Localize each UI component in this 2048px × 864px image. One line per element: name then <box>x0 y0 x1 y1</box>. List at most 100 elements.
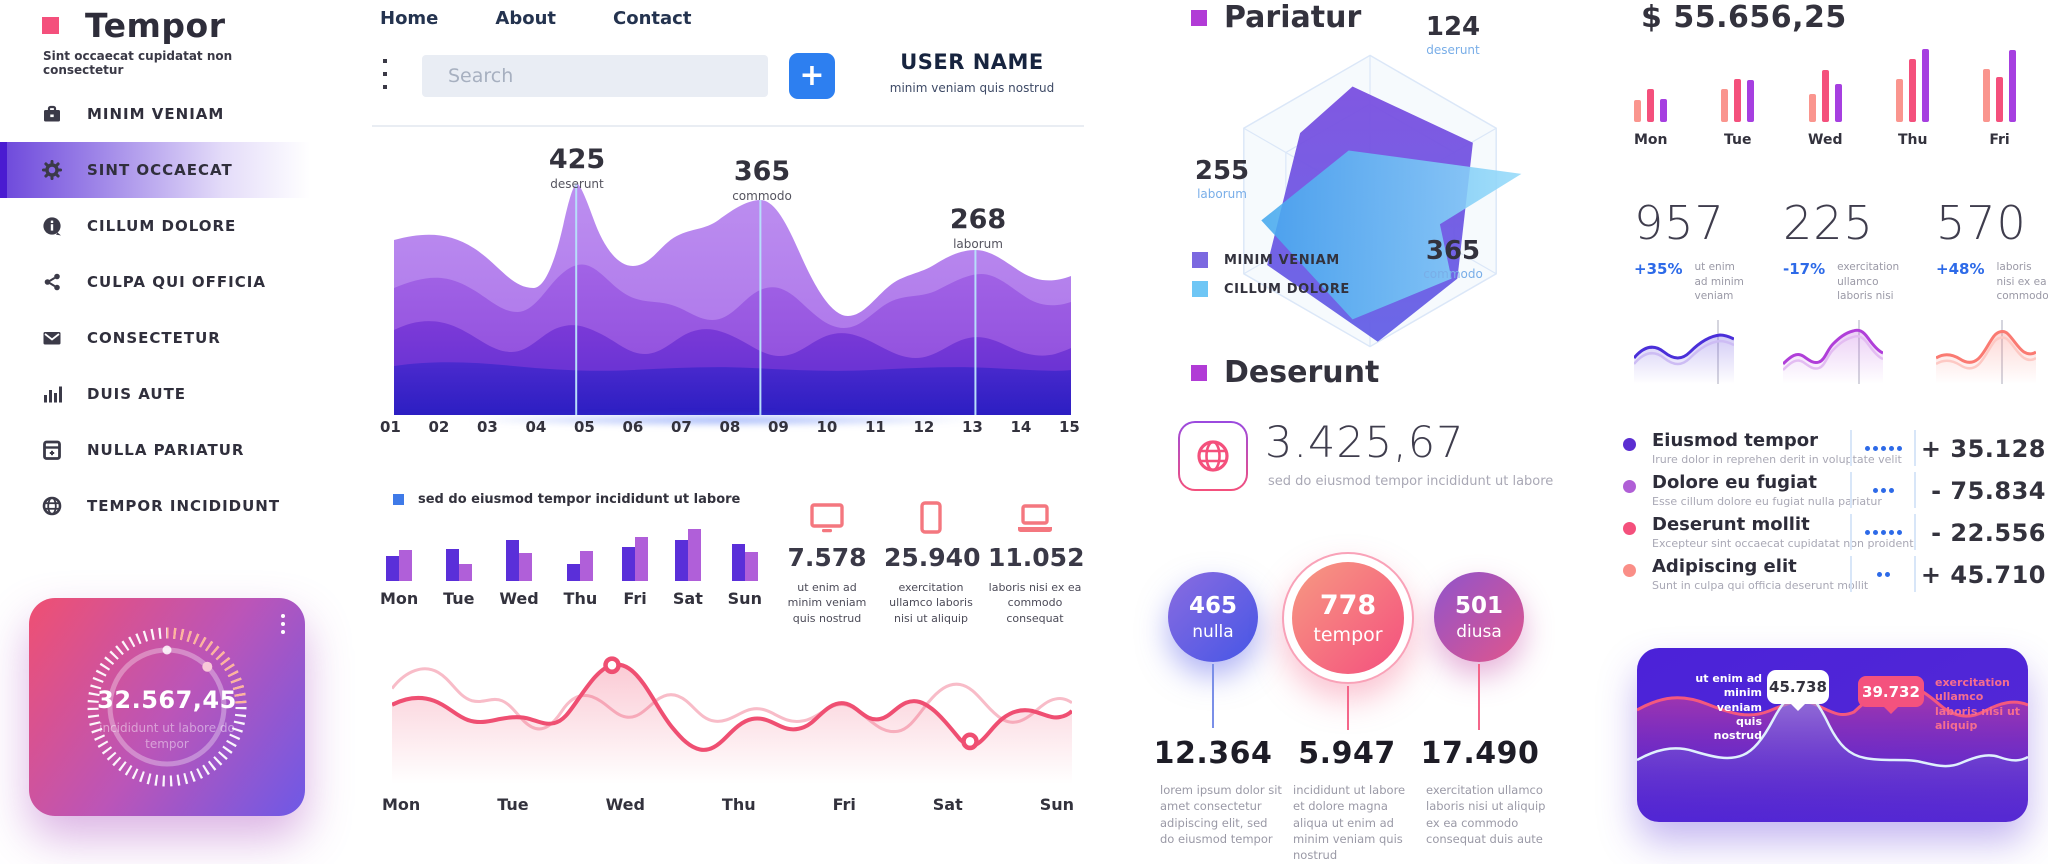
x-tick: 11 <box>865 418 886 436</box>
trend-delta: +35% <box>1634 260 1683 278</box>
bar-day-label: Tue <box>1724 132 1752 148</box>
main-panel: Home About Contact + USER NAME minim ven… <box>372 0 1084 852</box>
line-day-label: Sun <box>1039 795 1074 814</box>
radar-chart <box>1205 36 1535 366</box>
radar-legend: MINIM VENIAM CILLUM DOLORE <box>1192 252 1350 297</box>
x-tick: 05 <box>574 418 595 436</box>
bar-day-label: Mon <box>1634 132 1668 148</box>
bar-chart-icon <box>44 386 62 403</box>
globe-icon <box>1197 440 1229 472</box>
sidebar-item-sint-occaecat[interactable]: SINT OCCAECAT <box>0 142 310 198</box>
trend-stat: 570 +48% laboris nisi ex ea commodo <box>1936 196 2048 385</box>
sidebar-item-consectetur[interactable]: CONSECTETUR <box>0 310 310 366</box>
user-subtitle: minim veniam quis nostrud <box>889 81 1055 95</box>
sparkline <box>1783 320 1883 385</box>
rating-dots <box>1850 556 1916 592</box>
bubble-value: 5.947 <box>1298 736 1396 771</box>
globe-badge <box>1178 421 1248 491</box>
sidebar-item-minim-veniam[interactable]: MINIM VENIAM <box>0 86 310 142</box>
search-input[interactable] <box>422 55 768 97</box>
bubble-caption: exercitation ullamco laboris nisi ut ali… <box>1426 783 1546 846</box>
bar <box>1996 77 2003 122</box>
sparkline <box>1634 320 1734 385</box>
daily-bar-group: Wed <box>1808 46 1843 148</box>
bubble-stat-nulla: 465 nulla <box>1168 572 1258 662</box>
share-icon <box>44 273 60 291</box>
bar-day-label: Wed <box>1808 132 1843 148</box>
logo: Tempor <box>42 6 225 45</box>
sidebar-item-tempor-incididunt[interactable]: TEMPOR INCIDIDUNT <box>0 478 310 534</box>
list-row-3[interactable]: Adipiscing elit Sunt in culpa qui offici… <box>1620 556 2048 598</box>
gear-icon <box>42 160 62 180</box>
rating-dot <box>1880 529 1886 535</box>
bar-group: Tue <box>443 529 475 608</box>
bar <box>567 564 581 581</box>
gauge-subtitle: incididunt ut labore do tempor <box>99 721 235 752</box>
logo-text: Tempor <box>85 6 226 45</box>
bar <box>1721 89 1729 122</box>
bar <box>1834 84 1842 122</box>
bar <box>1647 89 1655 122</box>
sidebar-item-label: CULPA QUI OFFICIA <box>87 273 266 291</box>
daily-bar-group: Fri <box>1983 46 2016 148</box>
area-x-axis: 01 02 03 04 05 06 07 08 09 10 11 12 13 14 15 <box>380 418 1080 436</box>
kebab-menu-icon[interactable] <box>383 59 387 89</box>
legend-item: CILLUM DOLORE <box>1192 281 1350 297</box>
logo-mark-icon <box>42 17 59 34</box>
sidebar-item-label: TEMPOR INCIDIDUNT <box>87 497 281 515</box>
sidebar: Tempor Sint occaecat cupidatat non conse… <box>0 0 310 852</box>
section-title: Pariatur <box>1224 0 1362 35</box>
bubble-value: 17.490 <box>1420 736 1540 771</box>
line-day-label: Thu <box>721 795 756 814</box>
x-tick: 14 <box>1010 418 1032 436</box>
tablet-icon <box>920 501 942 534</box>
line-day-label: Sat <box>932 795 963 814</box>
sidebar-item-nulla-pariatur[interactable]: NULLA PARIATUR <box>0 422 310 478</box>
bar <box>1922 49 1930 122</box>
bubble-stat-diusa: 501 diusa <box>1434 572 1524 662</box>
tooltip-pink: 39.732 <box>1858 676 1924 714</box>
deserunt-caption: sed do eiusmod tempor incididunt ut labo… <box>1268 474 1554 489</box>
section-square-icon <box>1191 9 1207 26</box>
add-button[interactable]: + <box>789 53 835 99</box>
chart-callout: 425 deserunt <box>548 144 606 191</box>
bar <box>1808 94 1816 122</box>
bar <box>580 551 594 581</box>
x-tick: 04 <box>525 418 547 436</box>
sidebar-item-culpa-qui-officia[interactable]: CULPA QUI OFFICIA <box>0 254 310 310</box>
nav-home[interactable]: Home <box>380 8 439 29</box>
list-row-0[interactable]: Eiusmod tempor Irure dolor in reprehen d… <box>1620 430 2048 472</box>
device-stats: 7.578 ut enim ad minim veniam quis nostr… <box>780 498 1084 626</box>
sidebar-item-label: MINIM VENIAM <box>87 105 225 123</box>
sidebar-item-label: CONSECTETUR <box>87 329 221 347</box>
total-amount: $ 55.656,25 <box>1641 0 1847 35</box>
rating-dot <box>1888 487 1894 493</box>
kebab-menu-icon[interactable] <box>281 614 285 634</box>
x-tick: 10 <box>816 418 838 436</box>
wave-chart <box>1637 648 2028 822</box>
nav-about[interactable]: About <box>495 8 557 29</box>
user-profile[interactable]: USER NAME minim veniam quis nostrud <box>872 50 1072 95</box>
nav-contact[interactable]: Contact <box>613 8 692 29</box>
trend-stat: 225 -17% exercitation ullamco laboris ni… <box>1783 196 1899 385</box>
rating-dot <box>1876 571 1882 577</box>
x-tick: 03 <box>477 418 498 436</box>
bar-group: Sat <box>673 529 703 608</box>
wave-left-caption: ut enim ad minim veniam quis nostrud <box>1695 672 1762 743</box>
line-marker-peak <box>603 656 621 675</box>
bar-day-label: Sun <box>727 589 762 608</box>
radar-legend-swatch-0 <box>1192 252 1208 268</box>
daily-bar-group: Thu <box>1896 46 1930 148</box>
rating-dot <box>1880 487 1886 493</box>
sidebar-item-duis-aute[interactable]: DUIS AUTE <box>0 366 310 422</box>
rating-dot <box>1884 571 1890 577</box>
radar-callout: 365 commodo <box>1423 236 1483 281</box>
line-day-label: Fri <box>832 795 856 814</box>
line-day-label: Tue <box>497 795 529 814</box>
list-row-2[interactable]: Deserunt mollit Excepteur sint occaecat … <box>1620 514 2048 556</box>
list-row-1[interactable]: Dolore eu fugiat Esse cillum dolore eu f… <box>1620 472 2048 514</box>
daily-bar-chart: Mon Tue Wed Thu Fri <box>1634 46 2016 148</box>
sidebar-item-cillum-dolore[interactable]: CILLUM DOLORE <box>0 198 310 254</box>
bubble-caption: lorem ipsum dolor sit amet consectetur a… <box>1160 783 1282 846</box>
bar-group: Wed <box>499 529 539 608</box>
